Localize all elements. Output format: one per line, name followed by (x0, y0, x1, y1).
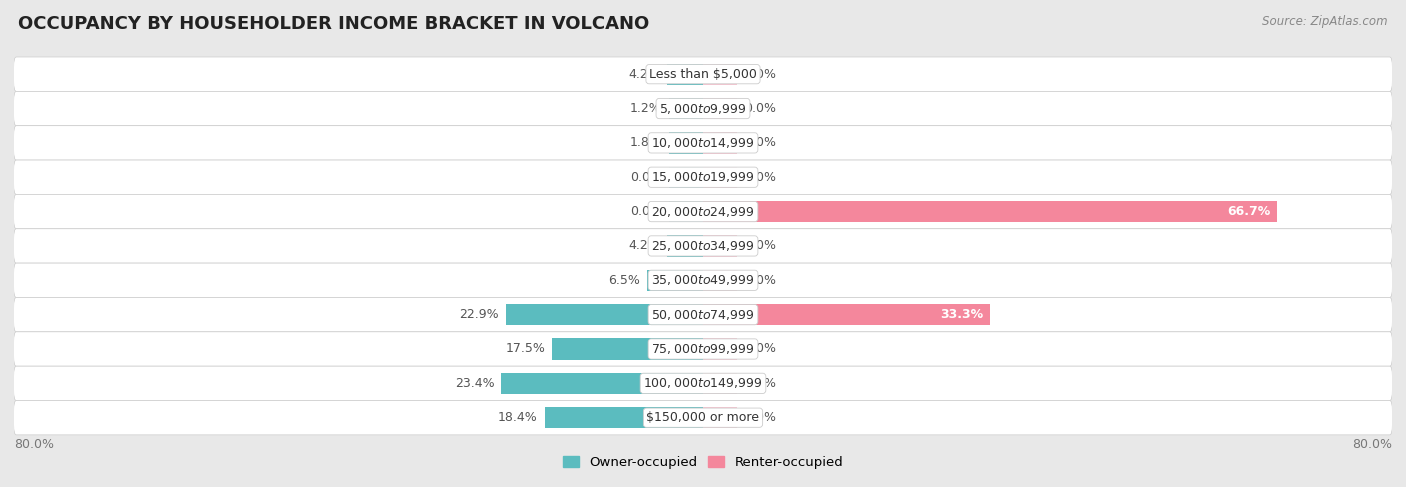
Text: 0.0%: 0.0% (630, 171, 662, 184)
Text: 18.4%: 18.4% (498, 411, 537, 424)
Text: $20,000 to $24,999: $20,000 to $24,999 (651, 205, 755, 219)
FancyBboxPatch shape (14, 366, 1392, 400)
Bar (703, 98, 738, 119)
Text: 0.0%: 0.0% (744, 102, 776, 115)
Bar (669, 98, 703, 119)
Text: $5,000 to $9,999: $5,000 to $9,999 (659, 101, 747, 115)
Text: 33.3%: 33.3% (939, 308, 983, 321)
Text: 4.2%: 4.2% (628, 68, 659, 81)
Text: 0.0%: 0.0% (744, 171, 776, 184)
Bar (666, 63, 703, 85)
Bar (703, 167, 738, 188)
Text: 66.7%: 66.7% (1227, 205, 1271, 218)
Text: 4.2%: 4.2% (628, 240, 659, 252)
Text: 80.0%: 80.0% (1353, 438, 1392, 450)
Text: 6.5%: 6.5% (609, 274, 640, 287)
Bar (703, 373, 738, 394)
Text: $100,000 to $149,999: $100,000 to $149,999 (644, 376, 762, 391)
FancyBboxPatch shape (14, 298, 1392, 332)
Bar (502, 373, 703, 394)
Text: 0.0%: 0.0% (744, 240, 776, 252)
Bar (669, 167, 703, 188)
Text: 0.0%: 0.0% (744, 274, 776, 287)
Bar (703, 132, 738, 153)
Text: 0.0%: 0.0% (744, 136, 776, 150)
Text: $25,000 to $34,999: $25,000 to $34,999 (651, 239, 755, 253)
Bar (703, 63, 738, 85)
Text: $50,000 to $74,999: $50,000 to $74,999 (651, 308, 755, 321)
Text: $10,000 to $14,999: $10,000 to $14,999 (651, 136, 755, 150)
Text: $75,000 to $99,999: $75,000 to $99,999 (651, 342, 755, 356)
Text: 0.0%: 0.0% (744, 68, 776, 81)
Bar (647, 270, 703, 291)
FancyBboxPatch shape (14, 160, 1392, 194)
FancyBboxPatch shape (14, 400, 1392, 435)
Bar (703, 338, 738, 359)
FancyBboxPatch shape (14, 332, 1392, 366)
FancyBboxPatch shape (14, 92, 1392, 126)
Bar (703, 304, 990, 325)
FancyBboxPatch shape (14, 229, 1392, 263)
Text: Source: ZipAtlas.com: Source: ZipAtlas.com (1263, 15, 1388, 28)
Bar (703, 407, 738, 429)
Bar (703, 235, 738, 257)
FancyBboxPatch shape (14, 126, 1392, 160)
Bar (703, 201, 1278, 222)
Text: 1.8%: 1.8% (630, 136, 662, 150)
Text: 1.2%: 1.2% (630, 102, 662, 115)
FancyBboxPatch shape (14, 263, 1392, 298)
Bar (669, 201, 703, 222)
Bar (703, 270, 738, 291)
Text: $35,000 to $49,999: $35,000 to $49,999 (651, 273, 755, 287)
Text: 0.0%: 0.0% (630, 205, 662, 218)
Bar (553, 338, 703, 359)
Bar (506, 304, 703, 325)
FancyBboxPatch shape (14, 57, 1392, 92)
Text: 80.0%: 80.0% (14, 438, 53, 450)
Text: 0.0%: 0.0% (744, 411, 776, 424)
Text: OCCUPANCY BY HOUSEHOLDER INCOME BRACKET IN VOLCANO: OCCUPANCY BY HOUSEHOLDER INCOME BRACKET … (18, 15, 650, 33)
Text: 23.4%: 23.4% (456, 377, 495, 390)
Legend: Owner-occupied, Renter-occupied: Owner-occupied, Renter-occupied (558, 450, 848, 474)
Text: 17.5%: 17.5% (506, 342, 546, 356)
Bar (544, 407, 703, 429)
Bar (669, 132, 703, 153)
FancyBboxPatch shape (14, 194, 1392, 229)
Text: 22.9%: 22.9% (460, 308, 499, 321)
Text: 0.0%: 0.0% (744, 342, 776, 356)
Text: $15,000 to $19,999: $15,000 to $19,999 (651, 170, 755, 184)
Text: $150,000 or more: $150,000 or more (647, 411, 759, 424)
Text: 0.0%: 0.0% (744, 377, 776, 390)
Text: Less than $5,000: Less than $5,000 (650, 68, 756, 81)
Bar (666, 235, 703, 257)
